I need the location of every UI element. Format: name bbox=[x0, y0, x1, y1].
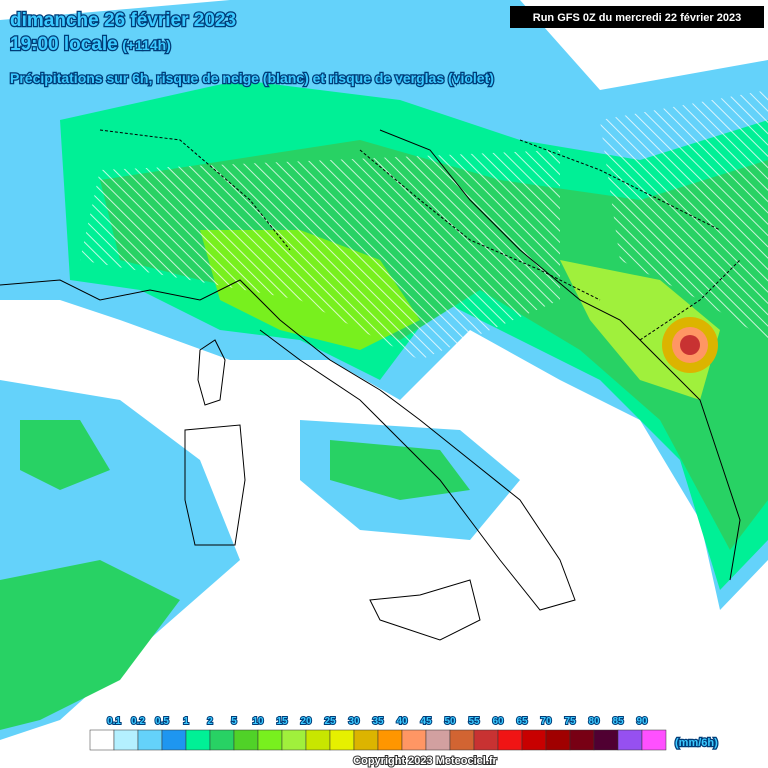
legend-swatch bbox=[497, 729, 523, 751]
legend-swatch bbox=[545, 729, 571, 751]
legend-label: 0.5 bbox=[155, 716, 169, 727]
legend-swatch bbox=[641, 729, 667, 751]
header: dimanche 26 février 2023 19:00 locale (+… bbox=[9, 6, 764, 87]
legend-label: 1 bbox=[183, 716, 189, 727]
legend-swatch bbox=[377, 729, 403, 751]
legend-swatch bbox=[161, 729, 187, 751]
legend-label: 45 bbox=[420, 716, 432, 727]
legend-label: 70 bbox=[540, 716, 552, 727]
legend-swatch bbox=[617, 729, 643, 751]
legend-label: 75 bbox=[564, 716, 576, 727]
legend-label: 85 bbox=[612, 716, 624, 727]
run-box bbox=[510, 6, 764, 28]
copyright: Copyright 2023 Meteociel.fr bbox=[353, 755, 497, 767]
legend-label: 25 bbox=[324, 716, 336, 727]
legend-label: 50 bbox=[444, 716, 456, 727]
lead-time: (+114h) bbox=[122, 37, 171, 53]
legend-label: 0.2 bbox=[131, 716, 145, 727]
legend-swatch bbox=[449, 729, 475, 751]
legend-swatch bbox=[89, 729, 115, 751]
title: dimanche 26 février 2023 bbox=[10, 10, 236, 31]
legend-unit: (mm/6h) bbox=[675, 737, 718, 749]
legend-swatch bbox=[521, 729, 547, 751]
run-info: Run GFS 0Z du mercredi 22 février 2023 bbox=[533, 12, 741, 24]
legend-label: 10 bbox=[252, 716, 264, 727]
legend-swatch bbox=[353, 729, 379, 751]
legend-label: 15 bbox=[276, 716, 288, 727]
legend-label: 0.1 bbox=[107, 716, 121, 727]
legend-label: 20 bbox=[300, 716, 312, 727]
legend-label: 30 bbox=[348, 716, 360, 727]
legend-label: 40 bbox=[396, 716, 408, 727]
legend-swatch bbox=[281, 729, 307, 751]
legend-label: 35 bbox=[372, 716, 384, 727]
coastlines bbox=[0, 129, 741, 641]
legend-label: 2 bbox=[207, 716, 213, 727]
time-text: 19:00 locale bbox=[10, 34, 118, 55]
legend-label: 65 bbox=[516, 716, 528, 727]
subtitle: Précipitations sur 6h, risque de neige (… bbox=[10, 70, 494, 86]
legend-swatch bbox=[113, 729, 139, 751]
legend-swatch bbox=[209, 729, 235, 751]
legend-swatch bbox=[473, 729, 499, 751]
legend-swatch bbox=[569, 729, 595, 751]
legend-label: 90 bbox=[636, 716, 648, 727]
legend-swatch bbox=[233, 729, 259, 751]
time: 19:00 locale (+114h) bbox=[10, 34, 171, 55]
legend-label: 5 bbox=[231, 716, 237, 727]
legend-swatch bbox=[305, 729, 331, 751]
legend-swatch bbox=[329, 729, 355, 751]
legend-swatch bbox=[425, 729, 451, 751]
legend-swatch bbox=[137, 729, 163, 751]
legend-swatch bbox=[185, 729, 211, 751]
legend: 0.1 0.2 0.5 1 2 5 10 15 20 25 30 35 40 45 50 55 60 65 70 75… bbox=[89, 715, 667, 751]
legend-swatch bbox=[593, 729, 619, 751]
legend-label: 80 bbox=[588, 716, 600, 727]
precipitation-field bbox=[0, 0, 768, 740]
legend-swatch bbox=[257, 729, 283, 751]
legend-label: 55 bbox=[468, 716, 480, 727]
legend-label: 60 bbox=[492, 716, 504, 727]
legend-swatch bbox=[401, 729, 427, 751]
